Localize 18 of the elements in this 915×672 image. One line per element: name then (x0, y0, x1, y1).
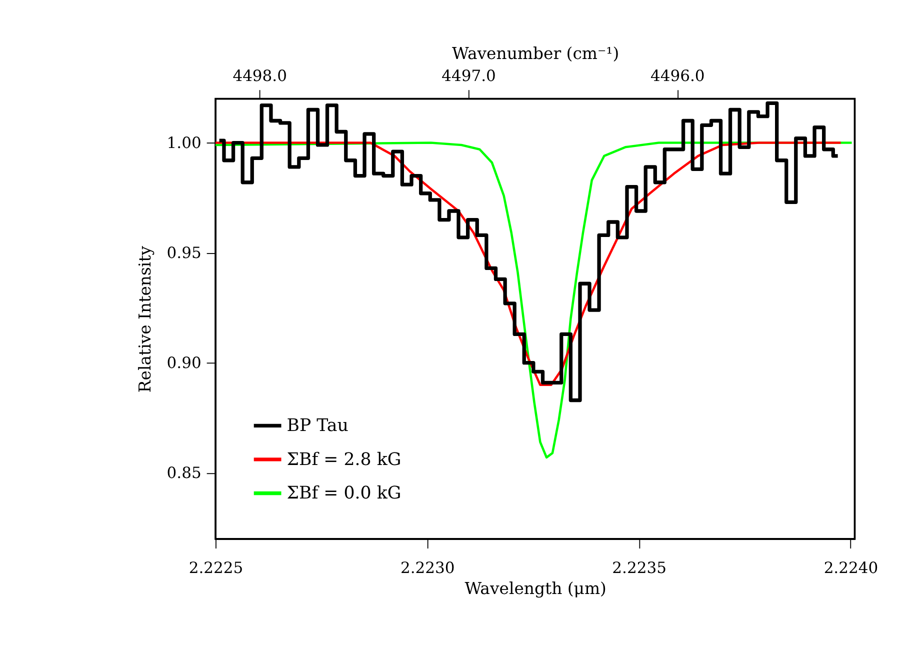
x-tick-label: 2.2240 (824, 559, 878, 578)
legend-label: ΣBf = 0.0 kG (286, 484, 402, 504)
x2-tick-label: 4496.0 (650, 66, 705, 85)
x-tick-label: 2.2235 (612, 559, 666, 578)
y-tick-label: 0.95 (166, 244, 202, 262)
y-axis-title: Relative Intensity (135, 245, 154, 393)
x-axis-title: Wavelength (μm) (464, 579, 606, 598)
x-tick-label: 2.2230 (400, 559, 455, 578)
legend-label: ΣBf = 2.8 kG (286, 450, 402, 470)
legend-label: BP Tau (286, 416, 348, 436)
x2-tick-label: 4498.0 (232, 66, 287, 85)
x2-axis-title: Wavenumber (cm⁻¹) (452, 44, 620, 64)
y-tick-label: 0.90 (166, 354, 202, 372)
x-tick-label: 2.2225 (188, 559, 244, 578)
y-tick-label: 0.85 (166, 464, 202, 482)
x2-tick-label: 4497.0 (442, 66, 496, 85)
line-series (216, 142, 842, 386)
y-tick-label: 1.00 (166, 134, 202, 152)
